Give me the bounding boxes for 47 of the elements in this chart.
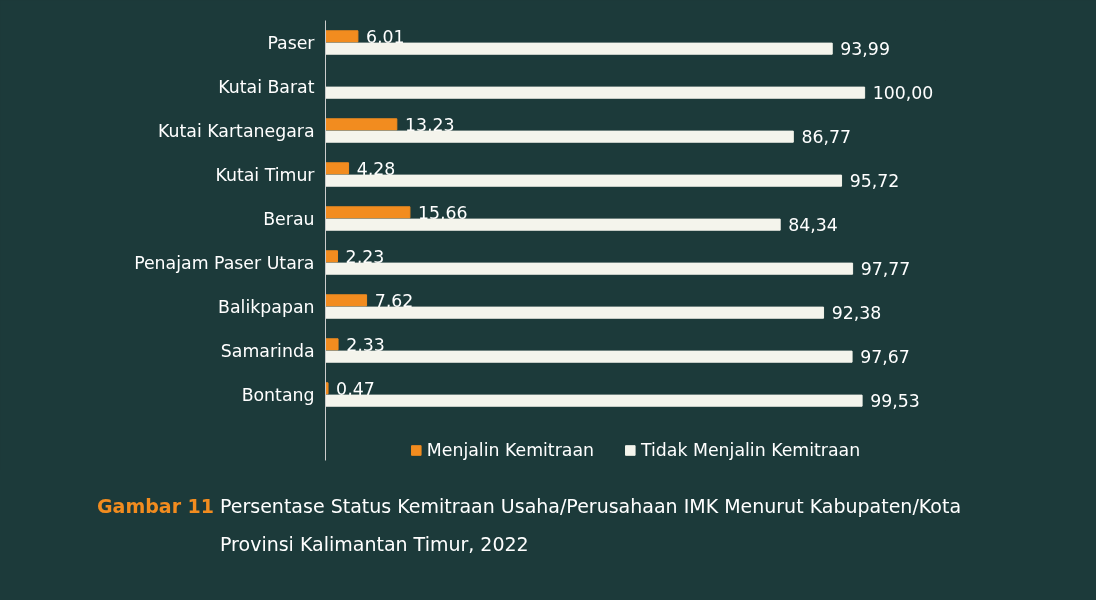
bar xyxy=(325,294,368,307)
bar xyxy=(325,130,794,143)
bar xyxy=(325,162,350,175)
bar xyxy=(325,174,843,187)
data-label: 13,23 xyxy=(404,114,455,135)
bar xyxy=(325,218,781,231)
legend-label: Menjalin Kemitraan xyxy=(426,440,594,460)
y-tick-label: Kutai Timur xyxy=(215,164,316,185)
y-tick-label: Penajam Paser Utara xyxy=(134,252,315,273)
bar xyxy=(325,350,853,363)
bar xyxy=(325,262,854,275)
y-tick-label: Paser xyxy=(267,32,316,53)
y-tick-label: Balikpapan xyxy=(218,296,315,317)
text: Gambar 11 xyxy=(97,494,215,519)
data-label: 0,47 xyxy=(336,378,375,399)
data-label: 86,77 xyxy=(801,127,851,148)
text: Persentase Status Kemitraan Usaha/Perusahaan IMK Menurut Kabupaten/Kota Provinsi Kalimantan Timur, 2022 xyxy=(220,494,962,557)
bar xyxy=(325,86,866,99)
bar xyxy=(325,250,339,263)
bar xyxy=(325,338,339,351)
bar xyxy=(325,206,411,219)
bar xyxy=(325,382,329,395)
bar xyxy=(325,394,863,407)
y-tick-label: Kutai Barat xyxy=(218,76,315,97)
bar xyxy=(325,118,398,131)
data-label: 4,28 xyxy=(356,158,396,179)
data-label: 97,67 xyxy=(860,347,910,368)
bar xyxy=(325,30,359,43)
data-label: 92,38 xyxy=(831,303,882,324)
bar xyxy=(325,42,833,55)
data-label: 100,00 xyxy=(872,83,934,104)
y-tick-label: Bontang xyxy=(241,384,315,405)
data-label: 7,62 xyxy=(374,290,414,311)
data-label: 15,66 xyxy=(418,202,468,223)
data-label: 84,34 xyxy=(788,215,838,236)
bar xyxy=(325,306,825,319)
data-label: 2,33 xyxy=(346,334,385,355)
data-label: 6,01 xyxy=(365,26,405,47)
data-label: 99,53 xyxy=(870,391,920,412)
legend-label: Tidak Menjalin Kemitraan xyxy=(640,440,861,460)
y-tick-label: Berau xyxy=(263,208,315,229)
data-label: 95,72 xyxy=(849,171,900,192)
y-tick-label: Samarinda xyxy=(220,340,315,361)
y-tick-label: Kutai Kartanegara xyxy=(158,120,315,141)
data-label: 2,23 xyxy=(345,246,385,267)
data-label: 97,77 xyxy=(860,259,911,280)
data-label: 93,99 xyxy=(840,39,890,60)
